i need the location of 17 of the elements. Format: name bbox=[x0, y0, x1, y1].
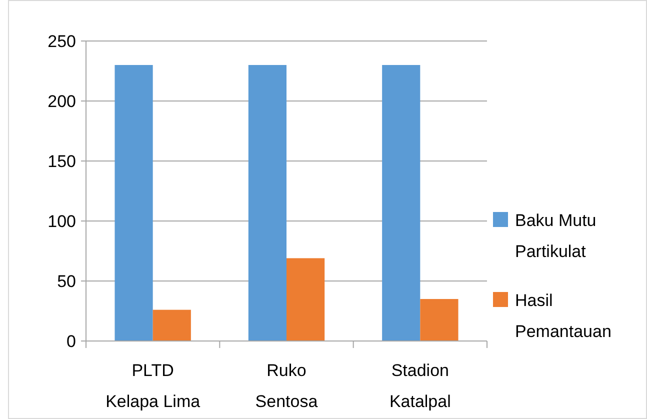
x-tick-label: PLTD Kelapa Lima bbox=[106, 361, 201, 411]
y-tick-label: 200 bbox=[48, 92, 76, 111]
y-tick-label: 50 bbox=[57, 272, 76, 291]
y-tick-label: 150 bbox=[48, 152, 76, 171]
x-tick-label: Ruko Sentosa bbox=[255, 361, 318, 411]
bar bbox=[382, 65, 420, 341]
legend-label: Baku Mutu Partikulat bbox=[515, 210, 596, 261]
bar bbox=[286, 258, 325, 341]
legend-label: Hasil Pemantauan bbox=[515, 290, 612, 341]
bar bbox=[420, 299, 458, 341]
y-tick-label: 100 bbox=[48, 212, 76, 231]
bar bbox=[152, 310, 191, 341]
y-tick-label: 0 bbox=[66, 332, 76, 351]
bar bbox=[248, 65, 286, 341]
bar bbox=[114, 65, 153, 341]
x-tick-label: Stadion Katalpal bbox=[389, 361, 451, 411]
y-tick-label: 250 bbox=[48, 32, 76, 51]
